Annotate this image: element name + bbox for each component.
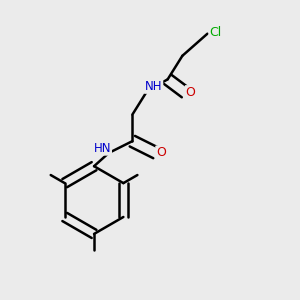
Text: NH: NH — [145, 80, 162, 93]
Text: O: O — [186, 86, 196, 99]
Text: O: O — [156, 146, 166, 159]
Text: HN: HN — [94, 142, 111, 155]
Text: Cl: Cl — [209, 26, 222, 39]
